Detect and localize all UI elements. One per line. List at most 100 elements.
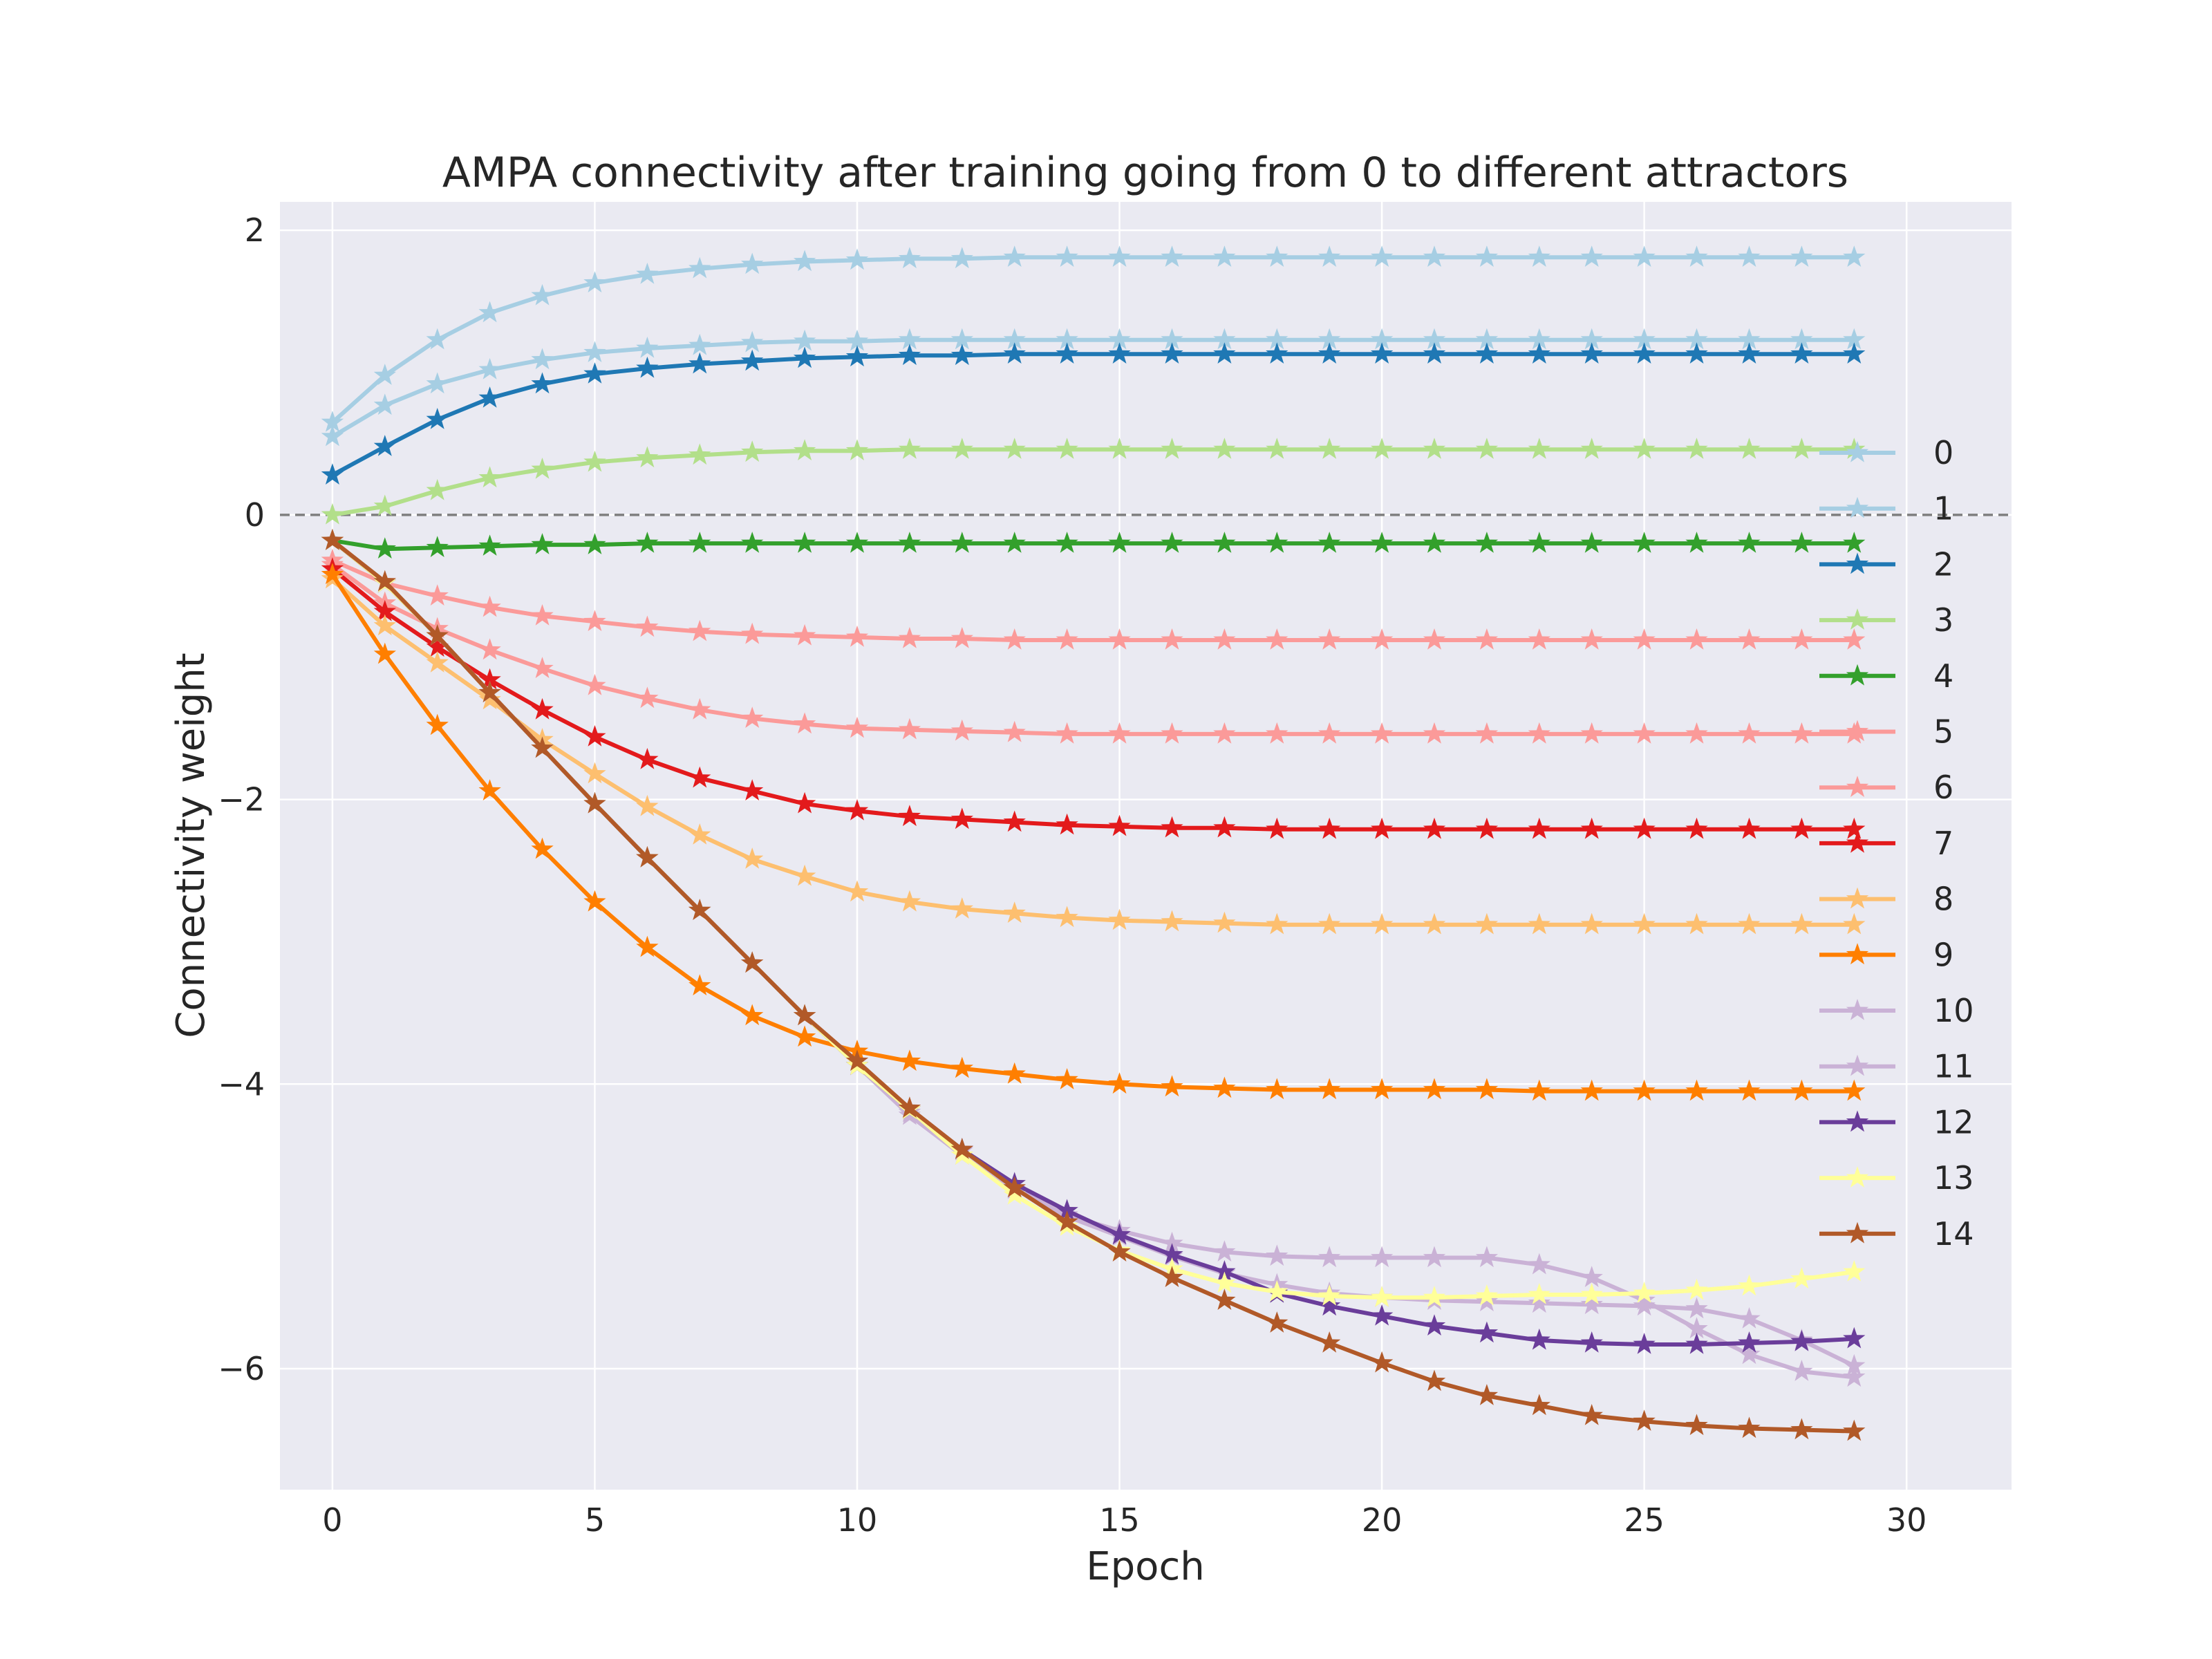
series-point-4 bbox=[1685, 532, 1708, 553]
series-point-14 bbox=[426, 624, 449, 646]
series-point-1 bbox=[950, 247, 973, 269]
series-point-0 bbox=[636, 337, 659, 358]
legend-label: 10 bbox=[1933, 992, 1974, 1029]
series-point-8 bbox=[1475, 912, 1499, 935]
series-point-10 bbox=[1475, 1246, 1499, 1268]
series-point-1 bbox=[1633, 245, 1656, 267]
series-point-5 bbox=[583, 610, 606, 631]
series-point-14 bbox=[898, 1096, 921, 1118]
series-point-12 bbox=[1423, 1314, 1446, 1335]
series-point-3 bbox=[1266, 438, 1288, 459]
series-point-6 bbox=[845, 716, 869, 738]
series-point-8 bbox=[1318, 912, 1341, 935]
series-point-4 bbox=[1056, 532, 1078, 553]
series-point-14 bbox=[1580, 1404, 1603, 1425]
series-point-4 bbox=[1213, 532, 1236, 553]
series-point-14 bbox=[1108, 1240, 1131, 1262]
series-point-7 bbox=[1318, 817, 1341, 839]
legend-label: 12 bbox=[1933, 1103, 1974, 1141]
series-point-13 bbox=[1685, 1278, 1708, 1300]
series-point-3 bbox=[898, 438, 921, 459]
series-point-5 bbox=[1318, 628, 1341, 650]
legend-label: 6 bbox=[1933, 769, 1953, 806]
series-point-7 bbox=[1633, 817, 1656, 839]
series-point-2 bbox=[1003, 342, 1026, 364]
series-point-2 bbox=[793, 346, 816, 368]
series-point-13 bbox=[1528, 1283, 1550, 1304]
series-point-6 bbox=[1790, 722, 1813, 744]
series-point-9 bbox=[950, 1056, 973, 1078]
series-line-4 bbox=[332, 538, 1855, 552]
series-point-8 bbox=[1056, 906, 1078, 928]
series-point-2 bbox=[1108, 342, 1131, 364]
series-point-2 bbox=[426, 408, 449, 429]
series-point-2 bbox=[583, 362, 606, 384]
series-point-3 bbox=[793, 439, 816, 460]
series-point-8 bbox=[1003, 901, 1026, 923]
series-point-9 bbox=[1056, 1068, 1078, 1089]
series-2 bbox=[321, 342, 1866, 485]
series-point-7 bbox=[1423, 817, 1446, 839]
series-point-12 bbox=[1790, 1329, 1813, 1351]
series-point-1 bbox=[1056, 245, 1078, 267]
series-point-9 bbox=[1633, 1079, 1656, 1101]
legend-swatch-marker bbox=[1846, 1110, 1869, 1132]
series-point-4 bbox=[1633, 532, 1656, 553]
series-point-2 bbox=[1528, 342, 1550, 364]
legend-label: 14 bbox=[1933, 1215, 1974, 1253]
chart-title: AMPA connectivity after training going f… bbox=[442, 149, 1848, 197]
series-point-14 bbox=[1843, 1419, 1866, 1441]
x-tick-label: 5 bbox=[585, 1501, 605, 1539]
series-point-1 bbox=[1370, 245, 1394, 267]
series-point-1 bbox=[1213, 245, 1236, 267]
series-point-6 bbox=[1161, 722, 1183, 744]
series-point-7 bbox=[636, 748, 659, 769]
legend-swatch-marker bbox=[1846, 831, 1869, 853]
series-point-14 bbox=[1685, 1414, 1708, 1436]
legend-item-8: 8 bbox=[1819, 881, 1953, 918]
x-axis-label: Epoch bbox=[1086, 1544, 1204, 1589]
y-tick-label: 2 bbox=[245, 212, 265, 249]
series-point-14 bbox=[793, 1004, 816, 1026]
series-point-10 bbox=[1528, 1253, 1550, 1275]
series-point-6 bbox=[1685, 722, 1708, 744]
series-point-3 bbox=[741, 440, 764, 462]
series-point-6 bbox=[1633, 722, 1656, 744]
series-point-5 bbox=[1633, 628, 1656, 650]
series-point-9 bbox=[793, 1025, 816, 1047]
series-point-6 bbox=[1056, 722, 1078, 744]
series-layer bbox=[321, 245, 1866, 1441]
series-point-14 bbox=[1003, 1176, 1026, 1198]
series-point-5 bbox=[1475, 628, 1499, 650]
series-point-0 bbox=[478, 357, 501, 379]
series-point-5 bbox=[1108, 628, 1131, 650]
series-point-2 bbox=[898, 344, 921, 366]
series-line-14 bbox=[331, 538, 1855, 1434]
series-point-8 bbox=[793, 864, 816, 886]
series-point-6 bbox=[1003, 720, 1026, 742]
series-point-4 bbox=[1108, 532, 1131, 553]
series-point-0 bbox=[898, 328, 921, 350]
series-point-2 bbox=[1423, 342, 1446, 364]
series-point-0 bbox=[1318, 328, 1341, 350]
series-point-5 bbox=[1213, 628, 1236, 650]
series-point-1 bbox=[531, 283, 554, 306]
series-point-7 bbox=[1580, 817, 1603, 839]
series-point-2 bbox=[1790, 342, 1813, 364]
series-point-3 bbox=[688, 443, 711, 465]
series-point-14 bbox=[1266, 1311, 1288, 1333]
series-point-8 bbox=[636, 794, 659, 816]
series-point-9 bbox=[1370, 1078, 1394, 1100]
series-point-10 bbox=[1423, 1246, 1446, 1268]
legend-swatch-marker bbox=[1846, 1221, 1869, 1244]
series-point-2 bbox=[373, 435, 396, 456]
series-point-1 bbox=[583, 271, 606, 293]
series-point-4 bbox=[950, 532, 973, 553]
series-point-6 bbox=[741, 706, 764, 728]
series-point-14 bbox=[741, 951, 764, 973]
series-point-1 bbox=[1580, 245, 1603, 267]
legend-label: 2 bbox=[1933, 545, 1953, 583]
legend-label: 7 bbox=[1933, 825, 1953, 862]
series-point-2 bbox=[1843, 342, 1866, 364]
